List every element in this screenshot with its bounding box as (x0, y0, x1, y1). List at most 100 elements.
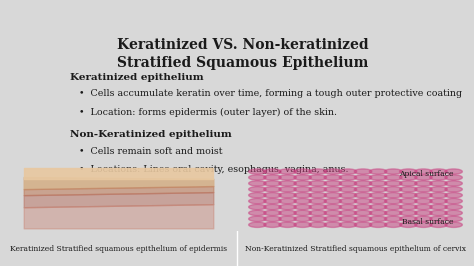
Circle shape (264, 222, 281, 227)
Text: Keratinized epithelium: Keratinized epithelium (70, 73, 204, 82)
Circle shape (264, 210, 281, 216)
Circle shape (400, 204, 417, 210)
Circle shape (249, 204, 266, 210)
Circle shape (324, 169, 342, 174)
Circle shape (384, 210, 402, 216)
Circle shape (369, 222, 387, 227)
Circle shape (355, 175, 372, 180)
Circle shape (309, 204, 327, 210)
Circle shape (384, 216, 402, 222)
Circle shape (339, 181, 356, 186)
Circle shape (369, 210, 387, 216)
Circle shape (415, 169, 432, 174)
Circle shape (400, 193, 417, 198)
Circle shape (279, 181, 296, 186)
Circle shape (249, 222, 266, 227)
Circle shape (415, 216, 432, 222)
Circle shape (324, 222, 342, 227)
Circle shape (430, 175, 447, 180)
Text: •  Cells accumulate keratin over time, forming a tough outer protective coating: • Cells accumulate keratin over time, fo… (80, 89, 463, 98)
Circle shape (279, 169, 296, 174)
Circle shape (369, 204, 387, 210)
Circle shape (355, 222, 372, 227)
Circle shape (400, 187, 417, 192)
Circle shape (445, 175, 462, 180)
Circle shape (309, 198, 327, 204)
Text: Non-Keratinized Stratified squamous epithelium of cervix: Non-Keratinized Stratified squamous epit… (245, 245, 466, 253)
Circle shape (400, 216, 417, 222)
Circle shape (355, 216, 372, 222)
Circle shape (430, 169, 447, 174)
Circle shape (264, 216, 281, 222)
Circle shape (339, 169, 356, 174)
Circle shape (294, 210, 311, 216)
Circle shape (415, 198, 432, 204)
Circle shape (415, 181, 432, 186)
Circle shape (294, 181, 311, 186)
Circle shape (309, 187, 327, 192)
Circle shape (384, 187, 402, 192)
Circle shape (339, 210, 356, 216)
Circle shape (249, 181, 266, 186)
Circle shape (294, 193, 311, 198)
Circle shape (339, 216, 356, 222)
Circle shape (415, 204, 432, 210)
Circle shape (249, 216, 266, 222)
Circle shape (400, 222, 417, 227)
Circle shape (415, 210, 432, 216)
Circle shape (355, 187, 372, 192)
Circle shape (264, 187, 281, 192)
Circle shape (249, 210, 266, 216)
Circle shape (384, 198, 402, 204)
Circle shape (384, 193, 402, 198)
Circle shape (279, 216, 296, 222)
Circle shape (324, 181, 342, 186)
Circle shape (400, 198, 417, 204)
Circle shape (324, 187, 342, 192)
Circle shape (445, 216, 462, 222)
Circle shape (369, 181, 387, 186)
Circle shape (355, 193, 372, 198)
Circle shape (294, 175, 311, 180)
Circle shape (384, 169, 402, 174)
Circle shape (355, 204, 372, 210)
Circle shape (309, 193, 327, 198)
Circle shape (339, 222, 356, 227)
Circle shape (264, 198, 281, 204)
Circle shape (324, 175, 342, 180)
Circle shape (309, 175, 327, 180)
Circle shape (339, 204, 356, 210)
Circle shape (294, 222, 311, 227)
Circle shape (430, 210, 447, 216)
Circle shape (279, 204, 296, 210)
Circle shape (294, 187, 311, 192)
Circle shape (339, 175, 356, 180)
Text: Non-Keratinized epithelium: Non-Keratinized epithelium (70, 130, 232, 139)
Circle shape (400, 181, 417, 186)
Circle shape (415, 222, 432, 227)
Circle shape (249, 198, 266, 204)
Circle shape (294, 169, 311, 174)
Circle shape (369, 193, 387, 198)
Circle shape (430, 216, 447, 222)
Circle shape (355, 181, 372, 186)
Circle shape (309, 210, 327, 216)
Circle shape (369, 169, 387, 174)
Circle shape (294, 204, 311, 210)
Circle shape (355, 198, 372, 204)
Circle shape (445, 222, 462, 227)
Text: •  Location: forms epidermis (outer layer) of the skin.: • Location: forms epidermis (outer layer… (80, 108, 337, 117)
Circle shape (445, 198, 462, 204)
Circle shape (384, 222, 402, 227)
Circle shape (279, 187, 296, 192)
Circle shape (309, 222, 327, 227)
Circle shape (445, 193, 462, 198)
Circle shape (324, 198, 342, 204)
Circle shape (369, 216, 387, 222)
Circle shape (430, 198, 447, 204)
Circle shape (400, 210, 417, 216)
Circle shape (400, 175, 417, 180)
Circle shape (249, 175, 266, 180)
Circle shape (279, 198, 296, 204)
Circle shape (400, 169, 417, 174)
